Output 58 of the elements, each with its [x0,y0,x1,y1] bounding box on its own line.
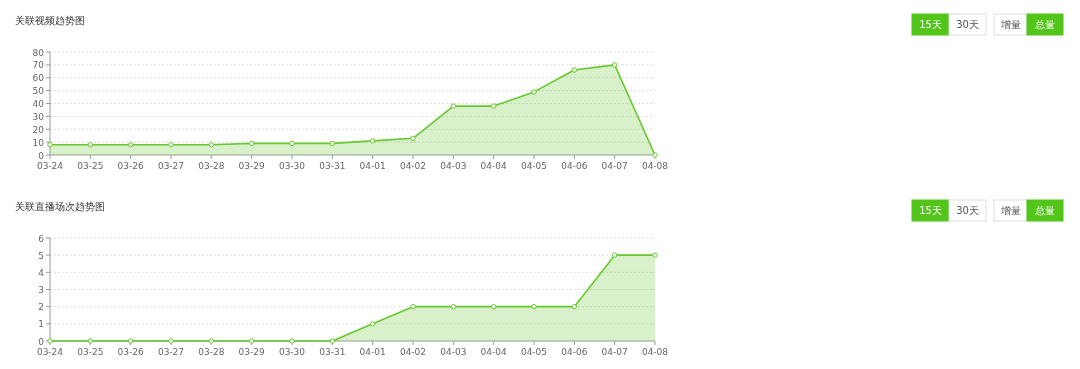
x-tick-label: 04-04 [480,161,508,171]
x-tick-label: 04-05 [520,161,548,171]
x-tick-label: 03-25 [77,347,104,357]
x-tick-label: 03-28 [198,347,225,357]
y-tick-label: 0 [38,150,45,161]
text: 增量 [999,19,1021,30]
x-tick-label: 03-26 [117,347,145,357]
x-tick-label: 03-27 [157,347,185,357]
chart-title: 关联视频趋势图 [15,15,85,26]
x-tick-label: 04-08 [641,347,669,357]
text: 15天 [919,19,942,30]
y-tick-label: 4 [38,267,45,278]
x-tick-label: 03-30 [278,347,306,357]
y-tick-label: 70 [32,60,45,71]
x-tick-label: 04-01 [359,161,386,171]
x-tick-label: 04-07 [601,161,628,171]
x-tick-label: 03-29 [238,347,266,357]
y-tick-label: 3 [38,285,44,295]
x-tick-label: 03-24 [36,347,64,357]
y-tick-label: 30 [32,111,45,122]
text: 增量 [999,205,1021,216]
text: 30天 [956,19,979,30]
text: 30天 [956,205,979,216]
text: 总量 [1034,205,1055,216]
x-tick-label: 04-06 [561,161,588,171]
x-tick-label: 03-27 [157,161,185,171]
x-tick-label: 04-07 [601,347,628,357]
y-tick-label: 80 [32,47,45,58]
x-tick-label: 03-29 [238,161,266,171]
text: 15天 [919,205,942,216]
x-tick-label: 03-30 [278,161,306,171]
x-tick-label: 03-31 [319,161,346,171]
x-tick-label: 04-04 [480,347,508,357]
x-tick-label: 03-25 [77,161,104,171]
x-tick-label: 04-02 [399,161,427,171]
y-tick-label: 10 [32,137,45,148]
x-tick-label: 03-31 [319,347,346,357]
y-tick-label: 1 [38,319,44,330]
x-tick-label: 03-28 [198,161,225,171]
y-tick-label: 5 [38,250,44,261]
x-tick-label: 04-01 [359,347,386,357]
x-tick-label: 04-05 [520,347,548,357]
x-tick-label: 04-03 [440,161,467,171]
y-tick-label: 2 [38,302,44,313]
x-tick-label: 03-26 [117,161,145,171]
y-tick-label: 0 [38,336,45,347]
text: 总量 [1034,19,1055,30]
y-tick-label: 50 [32,86,45,97]
x-tick-label: 03-24 [36,161,64,171]
x-tick-label: 04-06 [561,347,588,357]
y-tick-label: 40 [32,99,45,109]
y-tick-label: 60 [32,73,45,84]
y-tick-label: 6 [38,233,45,244]
x-tick-label: 04-03 [440,347,467,357]
y-tick-label: 20 [32,124,45,135]
x-tick-label: 04-08 [641,161,669,171]
chart-title: 关联直播场次趋势图 [15,201,105,212]
x-tick-label: 04-02 [399,347,427,357]
